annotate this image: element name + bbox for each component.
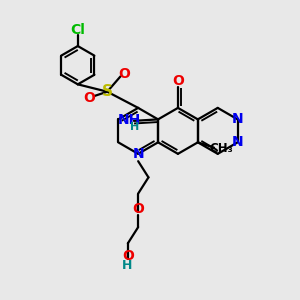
Text: H: H (130, 122, 140, 132)
Text: O: O (119, 67, 130, 81)
Text: N: N (232, 112, 243, 126)
Text: S: S (102, 84, 113, 99)
Text: O: O (122, 249, 134, 263)
Text: O: O (172, 74, 184, 88)
Text: NH: NH (117, 113, 140, 127)
Text: CH₃: CH₃ (209, 142, 233, 155)
Text: Cl: Cl (70, 23, 85, 37)
Text: H: H (122, 259, 133, 272)
Text: N: N (132, 147, 144, 161)
Text: O: O (132, 202, 144, 216)
Text: O: O (83, 92, 94, 106)
Text: N: N (232, 135, 243, 149)
